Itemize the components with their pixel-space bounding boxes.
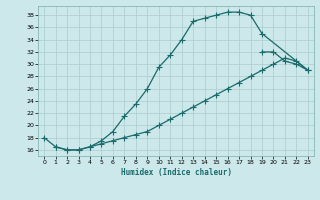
X-axis label: Humidex (Indice chaleur): Humidex (Indice chaleur) [121,168,231,177]
